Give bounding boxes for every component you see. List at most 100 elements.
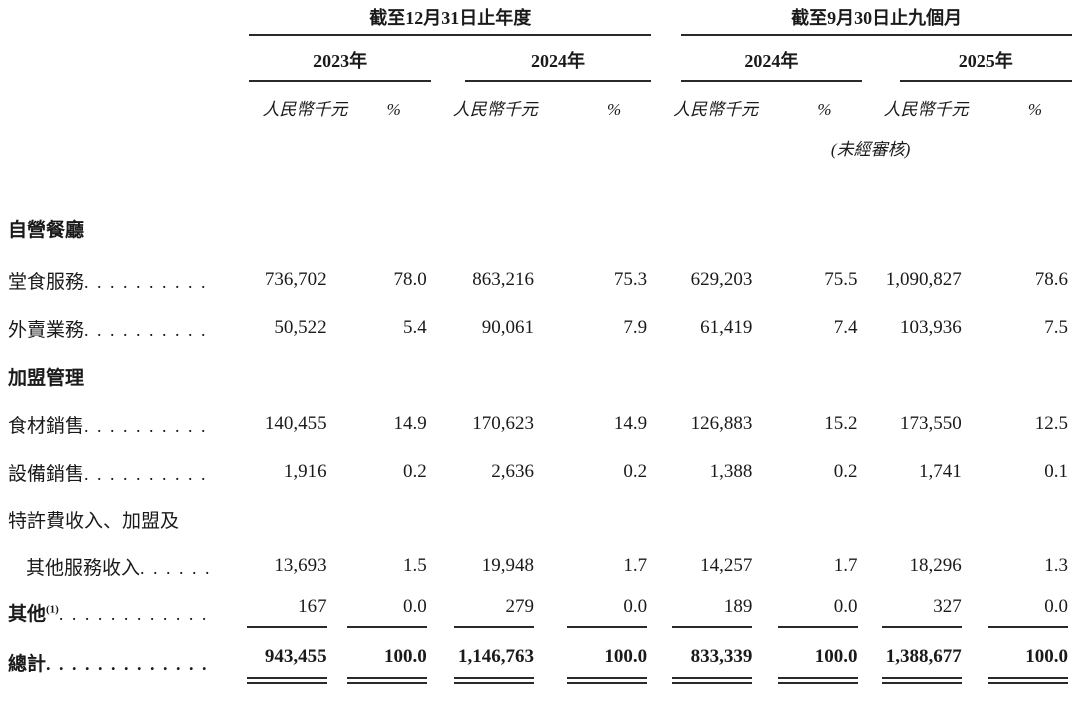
year-column-2024fy: 2024年 [464, 51, 652, 82]
unit-label: 人民幣千元 [262, 100, 348, 119]
cell-value: 1,916 [283, 461, 327, 482]
cell-value: 0.2 [833, 461, 858, 482]
cell-value: 167 [246, 596, 327, 628]
cell-value: 75.3 [613, 269, 648, 290]
cell-value: 0.0 [988, 596, 1068, 628]
section-row: 加盟管理 [0, 352, 1072, 400]
row-label: 設備銷售 [8, 463, 85, 485]
dot-leader [84, 272, 214, 293]
cell-value: 1.5 [403, 555, 427, 576]
unit-label: 人民幣千元 [452, 100, 538, 119]
cell-value: 327 [881, 596, 962, 628]
cell-value: 1,146,763 [453, 646, 534, 684]
cell-value: 5.4 [403, 317, 427, 338]
cell-value: 90,061 [481, 317, 534, 338]
table-row: 其他(1) 167 0.0 279 0.0 189 0.0 327 0.0 [0, 590, 1072, 634]
cell-value: 0.0 [567, 596, 648, 628]
cell-value: 75.5 [824, 269, 858, 290]
cell-value: 14.9 [613, 413, 648, 434]
table-row: 外賣業務 50,522 5.4 90,061 7.9 61,419 7.4 10… [0, 304, 1072, 352]
table-row: 堂食服務 736,702 78.0 863,216 75.3 629,203 7… [0, 256, 1072, 304]
unaudited-note-row: (未經審核) [0, 126, 1072, 160]
unit-label: 人民幣千元 [673, 100, 759, 119]
cell-value: 1,090,827 [885, 269, 962, 290]
total-row: 總計 943,455 100.0 1,146,763 100.0 833,339… [0, 634, 1072, 690]
cell-value: 100.0 [777, 646, 858, 684]
cell-value: 14,257 [700, 555, 753, 576]
dot-leader [84, 320, 214, 341]
row-label: 總計 [8, 653, 47, 675]
cell-value: 0.0 [346, 596, 427, 628]
unit-label: 人民幣千元 [883, 100, 969, 119]
cell-value: 833,339 [672, 646, 753, 684]
period-group-fy: 截至12月31日止年度 [249, 8, 652, 36]
cell-value: 126,883 [690, 413, 753, 434]
row-label: 其他服務收入 [26, 557, 141, 579]
cell-value: 7.4 [833, 317, 858, 338]
section-row: 自營餐廳 [0, 200, 1072, 256]
cell-value: 0.1 [1044, 461, 1068, 482]
row-label: 特許費收入、加盟及 [8, 510, 180, 532]
cell-value: 14.9 [393, 413, 427, 434]
year-column-2025-9m: 2025年 [899, 51, 1072, 82]
percent-label: % [606, 100, 622, 119]
cell-value: 629,203 [690, 269, 753, 290]
dot-leader [46, 654, 214, 675]
cell-value: 100.0 [988, 646, 1068, 684]
revenue-breakdown-table: 截至12月31日止年度 截至9月30日止九個月 2023年 2024年 2024… [0, 0, 1072, 690]
row-label: 食材銷售 [8, 415, 85, 437]
cell-value: 943,455 [246, 646, 327, 684]
cell-value: 140,455 [264, 413, 327, 434]
cell-value: 50,522 [274, 317, 327, 338]
table-row: 食材銷售 140,455 14.9 170,623 14.9 126,883 1… [0, 400, 1072, 448]
cell-value: 7.9 [623, 317, 648, 338]
percent-label: % [1027, 100, 1042, 119]
cell-value: 1,741 [918, 461, 962, 482]
cell-value: 100.0 [567, 646, 648, 684]
cell-value: 279 [453, 596, 534, 628]
cell-value: 863,216 [472, 269, 534, 290]
cell-value: 2,636 [491, 461, 534, 482]
cell-value: 12.5 [1034, 413, 1068, 434]
cell-value: 170,623 [472, 413, 534, 434]
year-header-row: 2023年 2024年 2024年 2025年 [0, 36, 1072, 82]
cell-value: 189 [672, 596, 753, 628]
section-label: 加盟管理 [8, 367, 85, 389]
cell-value: 78.6 [1034, 269, 1068, 290]
unit-header-row: 人民幣千元 % 人民幣千元 % 人民幣千元 % 人民幣千元 % [0, 82, 1072, 126]
cell-value: 13,693 [274, 555, 327, 576]
dot-leader [140, 558, 214, 579]
cell-value: 1.7 [833, 555, 858, 576]
year-column-2024-9m: 2024年 [681, 51, 862, 82]
header-spacer [0, 160, 1072, 200]
cell-value: 103,936 [899, 317, 962, 338]
period-group-9m: 截至9月30日止九個月 [681, 8, 1072, 36]
table-row: 設備銷售 1,916 0.2 2,636 0.2 1,388 0.2 1,741… [0, 448, 1072, 496]
cell-value: 7.5 [1044, 317, 1068, 338]
cell-value: 100.0 [346, 646, 427, 684]
cell-value: 78.0 [393, 269, 427, 290]
cell-value: 19,948 [481, 555, 534, 576]
cell-value: 0.0 [777, 596, 858, 628]
cell-value: 0.2 [623, 461, 648, 482]
footnote-marker: (1) [46, 603, 59, 616]
cell-value: 0.2 [403, 461, 427, 482]
cell-value: 1,388 [709, 461, 753, 482]
row-label: 其他(1) [8, 603, 59, 625]
cell-value: 1,388,677 [881, 646, 962, 684]
period-header-row: 截至12月31日止年度 截至9月30日止九個月 [0, 0, 1072, 36]
year-column-2023: 2023年 [249, 51, 431, 82]
cell-value: 61,419 [700, 317, 753, 338]
dot-leader [84, 464, 214, 485]
section-label: 自營餐廳 [8, 219, 85, 241]
row-label: 堂食服務 [8, 271, 85, 293]
table-row: 其他服務收入 13,693 1.5 19,948 1.7 14,257 1.7 … [0, 542, 1072, 590]
cell-value: 736,702 [264, 269, 327, 290]
cell-value: 15.2 [824, 413, 858, 434]
unaudited-note: (未經審核) [830, 140, 911, 159]
cell-value: 1.3 [1044, 555, 1068, 576]
table-row-wrap-line: 特許費收入、加盟及 [0, 496, 1072, 542]
dot-leader [84, 416, 214, 437]
percent-label: % [386, 100, 401, 119]
